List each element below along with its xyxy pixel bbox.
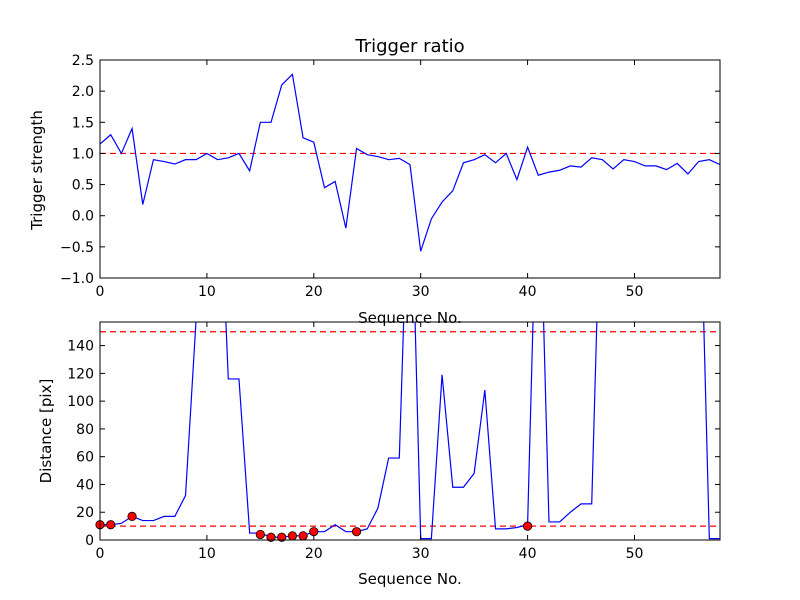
y-tick-label: 120: [67, 366, 94, 382]
y-tick-label: 1.0: [72, 146, 94, 162]
x-tick-label: 30: [412, 284, 430, 300]
data-point-marker: [310, 527, 318, 535]
data-point-marker: [352, 527, 360, 535]
data-point-marker: [299, 532, 307, 540]
x-tick-label: 20: [305, 546, 323, 562]
y-tick-label: 2.0: [72, 84, 94, 100]
y-tick-label: 60: [76, 450, 94, 466]
chart-title: Trigger ratio: [354, 36, 464, 57]
x-tick-label: 40: [519, 284, 537, 300]
data-point-marker: [106, 521, 114, 529]
y-tick-label: 40: [76, 477, 94, 493]
x-axis-label: Sequence No.: [358, 570, 462, 588]
data-point-marker: [288, 532, 296, 540]
x-tick-label: 20: [305, 284, 323, 300]
y-tick-label: 1.5: [72, 115, 94, 131]
x-axis-label: Sequence No.: [358, 309, 462, 327]
x-tick-label: 10: [198, 546, 216, 562]
y-tick-label: −0.5: [60, 240, 94, 256]
y-tick-label: 20: [76, 505, 94, 521]
data-point-marker: [128, 512, 136, 520]
x-tick-label: 0: [96, 284, 105, 300]
y-tick-label: 0.5: [72, 178, 94, 194]
x-tick-label: 10: [198, 284, 216, 300]
data-point-marker: [523, 522, 531, 530]
y-tick-label: 100: [67, 394, 94, 410]
x-tick-label: 40: [519, 546, 537, 562]
y-tick-label: 140: [67, 339, 94, 355]
y-tick-label: 0.0: [72, 209, 94, 225]
y-tick-label: 2.5: [72, 53, 94, 69]
x-tick-label: 50: [626, 546, 644, 562]
data-point-marker: [256, 530, 264, 538]
y-tick-label: −1.0: [60, 271, 94, 287]
x-tick-label: 0: [96, 546, 105, 562]
y-axis-label: Distance [pix]: [37, 379, 55, 484]
y-tick-label: 0: [85, 533, 94, 549]
y-tick-label: 80: [76, 422, 94, 438]
x-tick-label: 50: [626, 284, 644, 300]
x-tick-label: 30: [412, 546, 430, 562]
y-axis-label: Trigger strength: [28, 110, 46, 231]
